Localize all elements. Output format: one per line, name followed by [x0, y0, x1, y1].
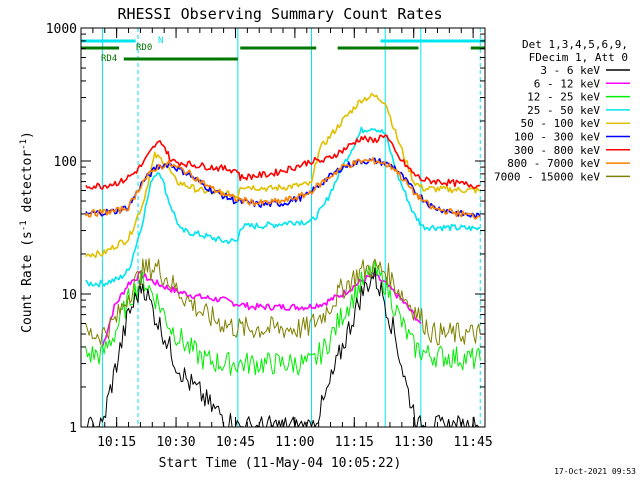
- legend-entry-label: 50 - 100 keV: [521, 117, 601, 130]
- x-tick-label: 10:15: [97, 435, 136, 450]
- legend: Det 1,3,4,5,6,9,FDecim 1, Att 03 - 6 keV…: [494, 38, 630, 183]
- legend-header: Det 1,3,4,5,6,9,: [522, 38, 628, 51]
- y-tick-label: 10: [61, 288, 77, 303]
- legend-entry-label: 100 - 300 keV: [514, 131, 600, 144]
- y-axis-label: Count Rate (s-1 detector-1): [19, 131, 35, 333]
- legend-entry-label: 7000 - 15000 keV: [494, 170, 600, 183]
- axes: 1 10 100 1000 10:15 10:30 10:45 11:00 11:15 11:30…: [46, 22, 493, 450]
- series-line-12-25-kev: [85, 260, 481, 376]
- legend-entry-label: 3 - 6 keV: [540, 64, 600, 77]
- x-tick-label: 11:15: [335, 435, 374, 450]
- flag-label-n: N: [158, 36, 163, 46]
- series-line-50-100-kev: [85, 92, 481, 259]
- x-tick-label: 11:00: [275, 435, 314, 450]
- series-line-300-800-kev: [85, 134, 481, 190]
- legend-entry-label: 800 - 7000 keV: [507, 157, 600, 170]
- flag-bars: N RD0 RD4: [81, 36, 485, 64]
- legend-entry-label: 12 - 25 keV: [527, 91, 600, 104]
- legend-header: FDecim 1, Att 0: [529, 51, 628, 64]
- x-tick-label: 11:45: [454, 435, 493, 450]
- footer-timestamp: 17-Oct-2021 09:53: [554, 467, 636, 476]
- y-tick-label: 1: [69, 421, 77, 436]
- y-tick-label: 100: [54, 155, 77, 170]
- series-line-6-12-kev: [101, 270, 422, 348]
- series-line-7000-15000-kev: [85, 258, 481, 346]
- y-tick-label: 1000: [46, 22, 77, 37]
- chart-title: RHESSI Observing Summary Count Rates: [117, 5, 442, 23]
- x-axis-label: Start Time (11-May-04 10:05:22): [159, 456, 402, 471]
- plot-area: [85, 28, 485, 428]
- x-tick-label: 11:30: [394, 435, 433, 450]
- legend-entry-label: 300 - 800 keV: [514, 144, 600, 157]
- x-tick-label: 10:30: [156, 435, 195, 450]
- legend-entry-label: 25 - 50 keV: [527, 104, 600, 117]
- flag-label-rd4: RD4: [101, 54, 117, 64]
- series-line-800-7000-kev: [85, 157, 481, 220]
- flag-label-rd0: RD0: [136, 43, 152, 53]
- x-tick-label: 10:45: [216, 435, 255, 450]
- series-line-25-50-kev: [85, 126, 481, 288]
- legend-entry-label: 6 - 12 keV: [534, 77, 601, 90]
